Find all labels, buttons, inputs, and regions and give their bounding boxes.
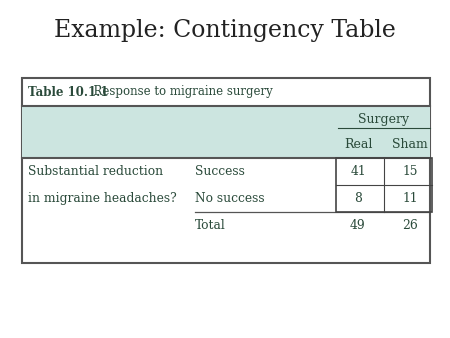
- Bar: [22, 106, 430, 158]
- Text: Example: Contingency Table: Example: Contingency Table: [54, 19, 396, 42]
- Text: 26: 26: [402, 219, 418, 232]
- Text: 11: 11: [402, 192, 418, 205]
- Text: No success: No success: [195, 192, 265, 205]
- Text: Total: Total: [195, 219, 226, 232]
- Bar: [22, 78, 430, 263]
- Text: Table 10.1.1: Table 10.1.1: [28, 86, 108, 98]
- Text: Real: Real: [344, 138, 372, 150]
- Text: 49: 49: [350, 219, 366, 232]
- Text: Response to migraine surgery: Response to migraine surgery: [86, 86, 273, 98]
- Text: 15: 15: [402, 165, 418, 178]
- Text: Surgery: Surgery: [359, 114, 410, 126]
- Text: in migraine headaches?: in migraine headaches?: [28, 192, 177, 205]
- Text: 41: 41: [350, 165, 366, 178]
- Bar: [336, 158, 432, 212]
- Text: 8: 8: [354, 192, 362, 205]
- Text: Success: Success: [195, 165, 245, 178]
- Text: Sham: Sham: [392, 138, 428, 150]
- Text: Substantial reduction: Substantial reduction: [28, 165, 163, 178]
